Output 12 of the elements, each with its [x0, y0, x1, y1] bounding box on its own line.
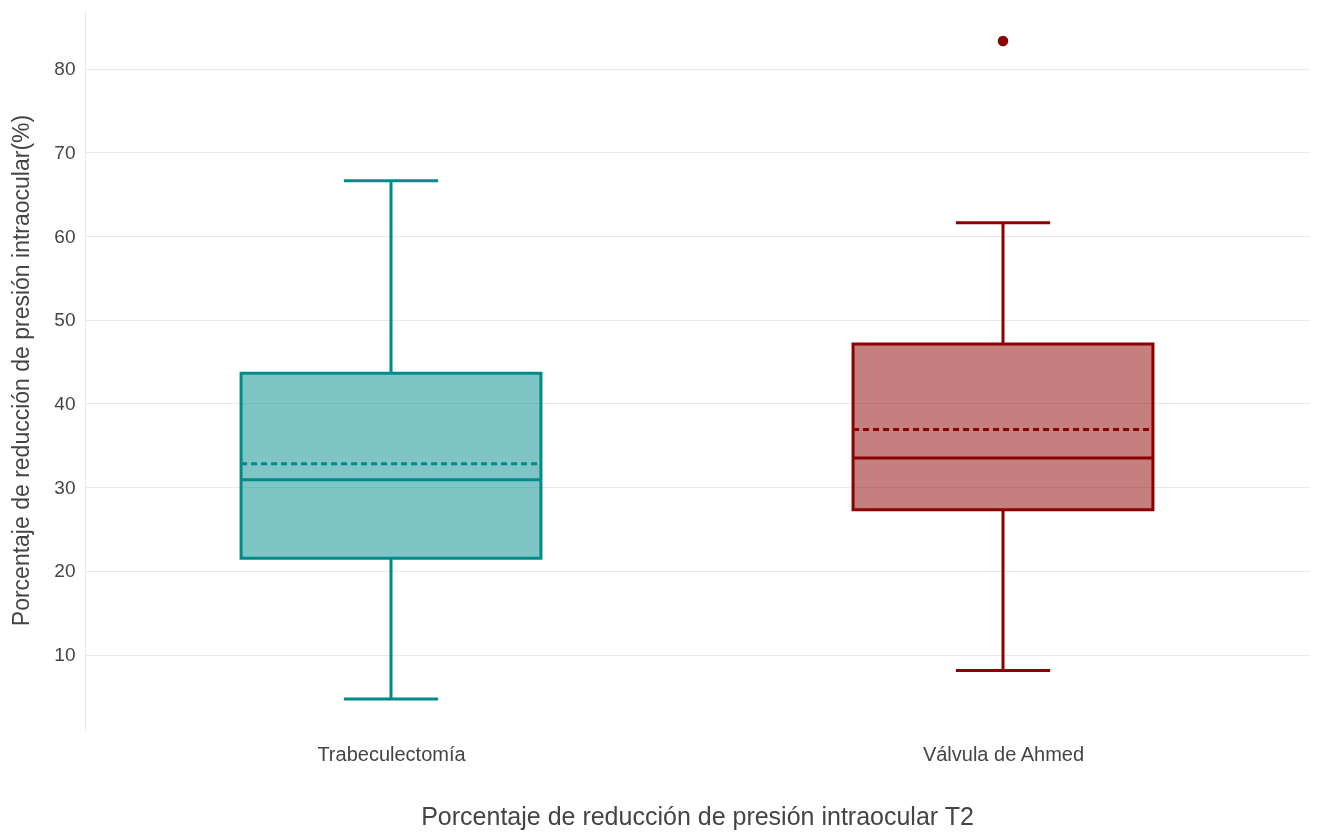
x-axis-title: Porcentaje de reducción de presión intraocular T2 [421, 801, 974, 830]
y-axis-title: Porcentaje de reducción de presión intraocular(%) [8, 114, 35, 627]
y-tick-label: 50 [54, 309, 76, 331]
x-tick-label: Trabeculectomía [317, 742, 467, 765]
y-tick-label: 80 [54, 58, 76, 80]
y-tick-label: 40 [54, 392, 76, 414]
y-tick-label: 70 [54, 141, 76, 163]
x-tick-label: Válvula de Ahmed [922, 742, 1085, 765]
y-tick-label: 60 [54, 225, 76, 247]
y-tick-label: 20 [54, 560, 76, 582]
y-tick-label: 30 [54, 476, 76, 498]
y-tick-label: 10 [54, 644, 76, 666]
